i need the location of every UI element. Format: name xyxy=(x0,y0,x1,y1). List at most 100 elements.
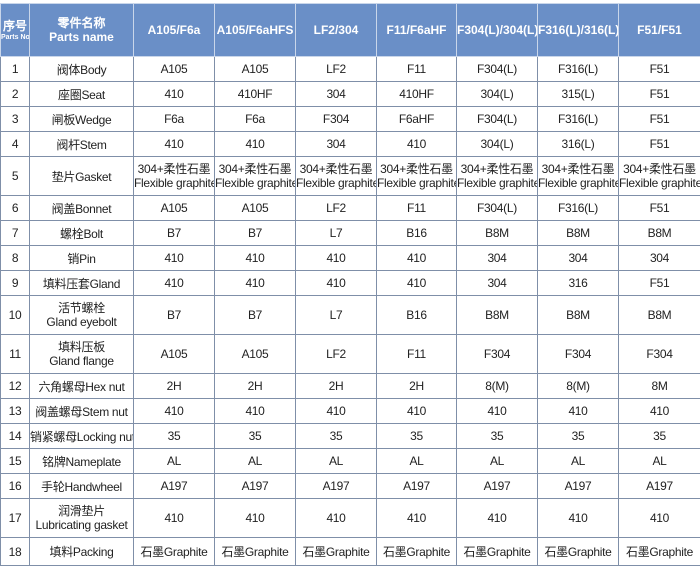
material-cell: LF2 xyxy=(296,57,377,82)
material-cell: 410 xyxy=(215,399,296,424)
material-cell: 410 xyxy=(296,499,377,538)
material-cell: 410 xyxy=(457,399,538,424)
material-cell: 石墨Graphite xyxy=(619,538,700,566)
material-cell: AL xyxy=(296,449,377,474)
material-cell: 石墨Graphite xyxy=(457,538,538,566)
material-cell: A197 xyxy=(215,474,296,499)
part-name-line: 填料压板 xyxy=(30,340,133,354)
material-cell: 2H xyxy=(134,374,215,399)
material-cell: 石墨Graphite xyxy=(215,538,296,566)
part-name: 阀体Body xyxy=(30,57,134,82)
material-cell: 410 xyxy=(215,271,296,296)
material-cell: A197 xyxy=(296,474,377,499)
material-cell: AL xyxy=(377,449,457,474)
material-cell: A105 xyxy=(134,196,215,221)
material-cell: L7 xyxy=(296,296,377,335)
material-cell-line: 304+柔性石墨 xyxy=(619,162,700,176)
material-cell: F51 xyxy=(619,107,700,132)
material-cell: 2H xyxy=(215,374,296,399)
material-cell: 410 xyxy=(134,82,215,107)
material-cell: B7 xyxy=(215,296,296,335)
material-cell: B8M xyxy=(538,296,619,335)
material-cell: F304 xyxy=(538,335,619,374)
material-cell: 304(L) xyxy=(457,132,538,157)
material-cell: F6aHF xyxy=(377,107,457,132)
material-cell: 35 xyxy=(619,424,700,449)
material-cell: 35 xyxy=(457,424,538,449)
header-material-5: F316(L)/316(L) xyxy=(538,4,619,57)
material-cell-line: 304+柔性石墨 xyxy=(377,162,456,176)
material-cell: F11 xyxy=(377,57,457,82)
part-number: 3 xyxy=(1,107,30,132)
material-cell: 410 xyxy=(377,246,457,271)
material-cell: F51 xyxy=(619,82,700,107)
material-cell: 304 xyxy=(538,246,619,271)
material-cell-line: Flexible graphite xyxy=(457,176,537,190)
part-number: 8 xyxy=(1,246,30,271)
part-name: 填料Packing xyxy=(30,538,134,566)
material-cell: A197 xyxy=(377,474,457,499)
material-cell: 304 xyxy=(296,132,377,157)
part-name: 手轮Handwheel xyxy=(30,474,134,499)
material-cell: AL xyxy=(457,449,538,474)
material-cell: 2H xyxy=(377,374,457,399)
material-cell: F304 xyxy=(619,335,700,374)
part-number: 14 xyxy=(1,424,30,449)
material-cell: 410 xyxy=(538,399,619,424)
part-name-line: Lubricating gasket xyxy=(30,518,133,532)
material-cell-line: Flexible graphite xyxy=(619,176,700,190)
part-number: 16 xyxy=(1,474,30,499)
part-number: 7 xyxy=(1,221,30,246)
material-cell: 304 xyxy=(296,82,377,107)
material-cell: B8M xyxy=(619,296,700,335)
part-name-line: 活节螺栓 xyxy=(30,301,133,315)
material-cell: 410 xyxy=(134,499,215,538)
material-cell: 410 xyxy=(215,132,296,157)
part-name-line: Gland eyebolt xyxy=(30,315,133,329)
material-cell: 410 xyxy=(377,499,457,538)
material-cell: F316(L) xyxy=(538,107,619,132)
material-cell: 35 xyxy=(134,424,215,449)
material-cell: AL xyxy=(619,449,700,474)
material-cell: 石墨Graphite xyxy=(538,538,619,566)
part-name: 销Pin xyxy=(30,246,134,271)
material-cell: F304 xyxy=(457,335,538,374)
material-cell: 410 xyxy=(377,132,457,157)
material-cell-line: Flexible graphite xyxy=(215,176,295,190)
material-cell: 410 xyxy=(457,499,538,538)
material-cell: 410 xyxy=(134,246,215,271)
material-cell-line: Flexible graphite xyxy=(538,176,618,190)
material-cell: F316(L) xyxy=(538,57,619,82)
material-cell: 410 xyxy=(296,246,377,271)
material-cell: 304 xyxy=(457,246,538,271)
material-cell: F11 xyxy=(377,335,457,374)
part-number: 13 xyxy=(1,399,30,424)
material-cell: 410 xyxy=(134,132,215,157)
material-cell: F304 xyxy=(296,107,377,132)
part-number: 11 xyxy=(1,335,30,374)
material-cell: B7 xyxy=(215,221,296,246)
part-number: 4 xyxy=(1,132,30,157)
material-cell: 410 xyxy=(619,399,700,424)
material-cell: F51 xyxy=(619,196,700,221)
material-cell: F304(L) xyxy=(457,57,538,82)
material-cell: 石墨Graphite xyxy=(377,538,457,566)
header-no-cn: 序号 xyxy=(1,19,29,33)
part-number: 12 xyxy=(1,374,30,399)
material-cell: 石墨Graphite xyxy=(134,538,215,566)
header-parts-name: 零件名称 Parts name xyxy=(30,4,134,57)
